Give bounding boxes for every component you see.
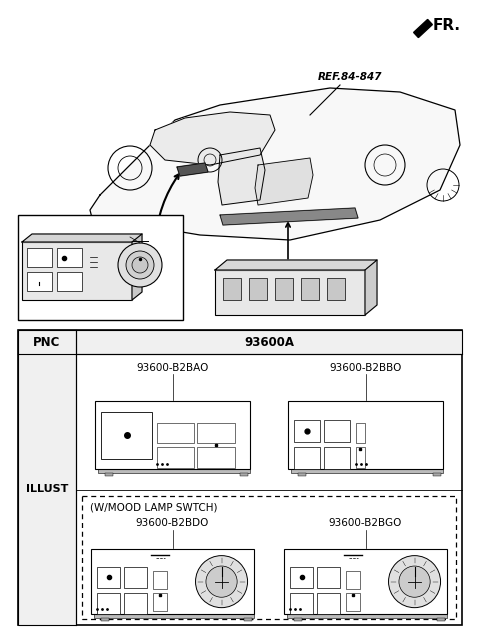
- Circle shape: [399, 566, 430, 597]
- Text: 93600-B2BAO: 93600-B2BAO: [136, 363, 209, 373]
- Text: 96790C: 96790C: [112, 228, 147, 237]
- Polygon shape: [150, 112, 275, 165]
- Bar: [215, 270, 365, 315]
- Text: REF.84-847: REF.84-847: [318, 72, 383, 82]
- Bar: [290, 567, 313, 588]
- Bar: [97, 567, 120, 588]
- Bar: [291, 469, 443, 473]
- Bar: [57, 248, 82, 267]
- Bar: [95, 614, 253, 618]
- Bar: [346, 571, 360, 589]
- Bar: [223, 278, 241, 300]
- Bar: [294, 420, 320, 442]
- Text: ILLUST: ILLUST: [26, 484, 68, 494]
- Bar: [437, 618, 444, 621]
- Bar: [57, 272, 82, 291]
- Bar: [294, 447, 320, 469]
- Bar: [18, 330, 76, 625]
- Text: 93600-B2BDO: 93600-B2BDO: [136, 518, 209, 529]
- Circle shape: [206, 566, 237, 597]
- Bar: [317, 593, 340, 613]
- Bar: [243, 618, 252, 621]
- Bar: [97, 593, 120, 613]
- Bar: [18, 215, 183, 320]
- Bar: [249, 278, 267, 300]
- Polygon shape: [220, 208, 358, 225]
- Bar: [153, 593, 167, 611]
- Bar: [288, 401, 443, 469]
- Bar: [157, 448, 194, 467]
- Circle shape: [118, 243, 162, 287]
- Bar: [105, 473, 113, 476]
- Polygon shape: [132, 234, 142, 300]
- Bar: [157, 423, 194, 444]
- Bar: [324, 420, 350, 442]
- Polygon shape: [215, 260, 377, 270]
- Text: 93330S: 93330S: [235, 308, 275, 318]
- Polygon shape: [255, 158, 313, 205]
- Bar: [101, 618, 109, 621]
- Bar: [275, 278, 293, 300]
- Polygon shape: [218, 148, 265, 205]
- Text: FR.: FR.: [433, 18, 461, 33]
- Circle shape: [195, 556, 248, 608]
- Bar: [317, 567, 340, 588]
- Bar: [327, 278, 345, 300]
- Polygon shape: [90, 88, 460, 240]
- Bar: [301, 278, 319, 300]
- Bar: [356, 423, 364, 444]
- Bar: [101, 412, 152, 459]
- Bar: [240, 473, 248, 476]
- Circle shape: [388, 556, 441, 608]
- Polygon shape: [177, 163, 208, 176]
- Polygon shape: [365, 260, 377, 315]
- Bar: [294, 618, 302, 621]
- Bar: [124, 567, 147, 588]
- Bar: [22, 242, 132, 300]
- Bar: [298, 473, 306, 476]
- Bar: [18, 330, 462, 354]
- Bar: [288, 614, 446, 618]
- Text: PNC: PNC: [33, 336, 60, 349]
- Bar: [197, 448, 235, 467]
- Text: (W/MOOD LAMP SWTCH): (W/MOOD LAMP SWTCH): [90, 502, 217, 512]
- Bar: [98, 469, 250, 473]
- Bar: [356, 448, 364, 467]
- Bar: [432, 473, 441, 476]
- Bar: [82, 496, 456, 619]
- Text: 93600A: 93600A: [244, 336, 294, 349]
- FancyArrow shape: [414, 19, 432, 37]
- Bar: [290, 593, 313, 613]
- Polygon shape: [22, 234, 142, 242]
- Bar: [285, 549, 446, 614]
- Bar: [153, 571, 167, 589]
- Text: 93600-B2BBO: 93600-B2BBO: [329, 363, 402, 373]
- Bar: [27, 272, 52, 291]
- Text: 93600-B2BGO: 93600-B2BGO: [329, 518, 402, 529]
- Circle shape: [126, 251, 154, 279]
- Bar: [197, 423, 235, 444]
- Bar: [91, 549, 253, 614]
- Bar: [124, 593, 147, 613]
- Bar: [18, 330, 462, 625]
- Text: 93600A: 93600A: [60, 242, 104, 252]
- Bar: [96, 401, 250, 469]
- Bar: [27, 248, 52, 267]
- Circle shape: [132, 257, 148, 273]
- Bar: [324, 447, 350, 469]
- Bar: [346, 593, 360, 611]
